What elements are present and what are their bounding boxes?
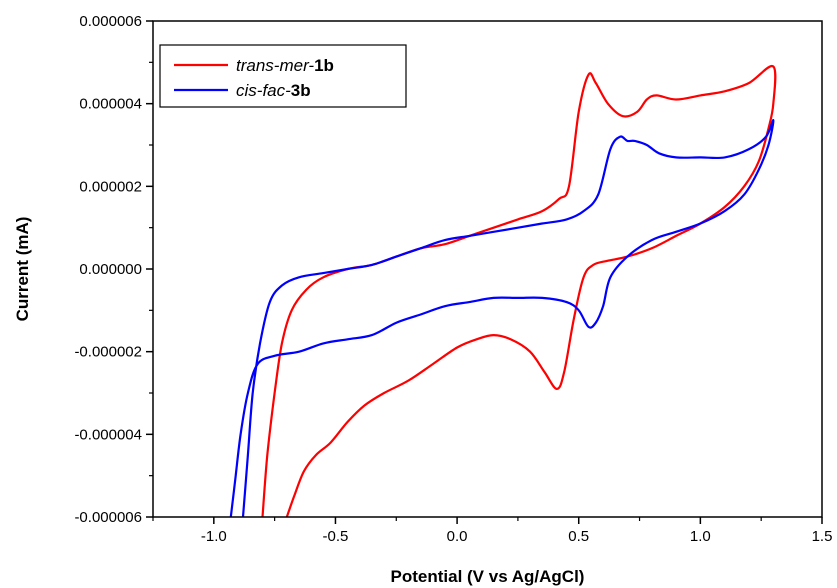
y-tick-label: 0.000002: [79, 178, 142, 195]
x-tick-label: -1.0: [201, 528, 227, 545]
x-tick-label: 0.0: [447, 528, 468, 545]
x-tick-label: 1.5: [812, 528, 833, 545]
y-axis-title: Current (mA): [13, 217, 32, 322]
y-tick-label: 0.000006: [79, 13, 142, 30]
series-line-cis-fac-3b: [229, 119, 775, 517]
x-tick-label: 1.0: [690, 528, 711, 545]
y-tick-label: -0.000006: [74, 509, 142, 526]
y-tick-label: -0.000002: [74, 344, 142, 361]
x-tick-label: -0.5: [323, 528, 349, 545]
y-axis-ticks: -0.000006 -0.000004 -0.000002 0.000000 0.000…: [74, 13, 153, 526]
legend-entry-label: trans-mer-1b: [236, 56, 334, 75]
y-tick-label: 0.000000: [79, 261, 142, 278]
legend-box: [159, 44, 407, 108]
y-tick-label: -0.000004: [74, 426, 142, 443]
y-tick-label: 0.000004: [79, 96, 142, 113]
series-line-trans-mer-1b: [261, 64, 777, 517]
x-axis-ticks: -1.0 -0.5 0.0 0.5 1.0 1.5: [152, 517, 833, 545]
legend: trans-mer-1b cis-fac-3b: [159, 44, 407, 108]
x-tick-label: 0.5: [568, 528, 589, 545]
series-curves: [229, 64, 777, 517]
legend-entry-label: cis-fac-3b: [236, 81, 311, 100]
x-axis-title: Potential (V vs Ag/AgCl): [391, 567, 585, 586]
